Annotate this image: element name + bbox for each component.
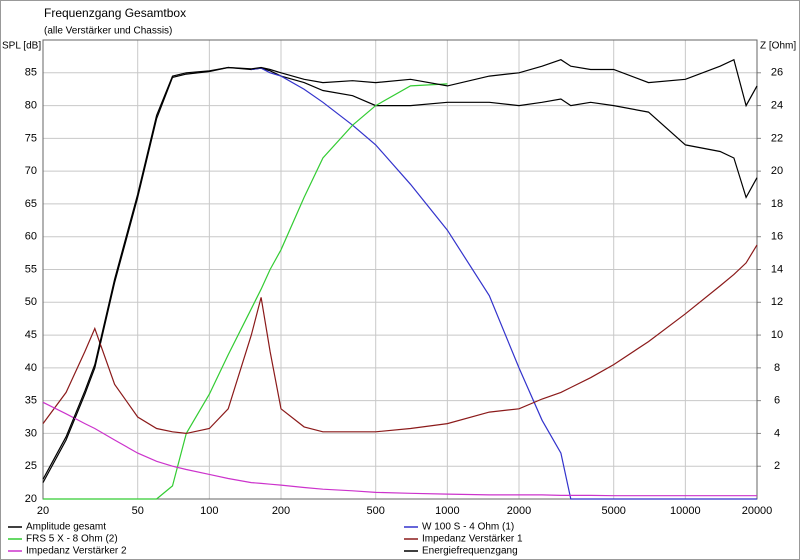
plot-area bbox=[42, 39, 758, 500]
y-tick-label: 30 bbox=[25, 427, 37, 439]
y2-tick-label: 6 bbox=[774, 395, 780, 407]
y-tick-label: 55 bbox=[25, 263, 37, 275]
y-tick-label: 20 bbox=[25, 493, 37, 505]
x-tick-label: 200 bbox=[272, 505, 290, 517]
y2-tick-label: 26 bbox=[771, 67, 783, 79]
y2-tick-label: 24 bbox=[771, 99, 783, 111]
x-tick-label: 10000 bbox=[670, 505, 701, 517]
y-tick-label: 80 bbox=[25, 99, 37, 111]
chart-subtitle: (alle Verstärker und Chassis) bbox=[44, 26, 172, 37]
series-line bbox=[42, 66, 758, 483]
legend-label: Amplitude gesamt bbox=[26, 522, 106, 533]
series-line bbox=[42, 244, 758, 435]
y-tick-label: 70 bbox=[25, 165, 37, 177]
y2-axis-label: Z [Ohm] bbox=[760, 41, 796, 52]
y-tick-label: 45 bbox=[25, 329, 37, 341]
y2-tick-label: 22 bbox=[771, 132, 783, 144]
x-tick-label: 1000 bbox=[435, 505, 459, 517]
y2-tick-label: 12 bbox=[771, 296, 783, 308]
legend-label: FRS 5 X - 8 Ohm (2) bbox=[26, 534, 118, 545]
y-axis-label: SPL [dB] bbox=[2, 41, 41, 52]
y-tick-label: 75 bbox=[25, 132, 37, 144]
legend-label: Impedanz Verstärker 2 bbox=[26, 546, 127, 557]
y2-tick-label: 14 bbox=[771, 263, 783, 275]
x-tick-label: 20 bbox=[37, 505, 49, 517]
legend-label: W 100 S - 4 Ohm (1) bbox=[422, 522, 514, 533]
y2-tick-label: 20 bbox=[771, 165, 783, 177]
series-line bbox=[42, 401, 757, 497]
x-tick-label: 20000 bbox=[742, 505, 773, 517]
y-tick-label: 60 bbox=[25, 231, 37, 243]
x-tick-label: 2000 bbox=[507, 505, 531, 517]
legend-label: Impedanz Verstärker 1 bbox=[422, 534, 523, 545]
x-tick-label: 500 bbox=[367, 505, 385, 517]
y2-tick-label: 4 bbox=[774, 427, 780, 439]
y-tick-label: 50 bbox=[25, 296, 37, 308]
y2-tick-label: 8 bbox=[774, 362, 780, 374]
series-line bbox=[42, 58, 758, 480]
y2-tick-label: 10 bbox=[771, 329, 783, 341]
x-tick-label: 50 bbox=[132, 505, 144, 517]
y-tick-label: 65 bbox=[25, 198, 37, 210]
x-tick-label: 5000 bbox=[601, 505, 625, 517]
x-tick-label: 100 bbox=[200, 505, 218, 517]
y-tick-label: 35 bbox=[25, 395, 37, 407]
y-tick-label: 25 bbox=[25, 460, 37, 472]
chart-title: Frequenzgang Gesamtbox bbox=[44, 6, 186, 20]
series-line bbox=[43, 83, 448, 500]
y2-tick-label: 16 bbox=[771, 231, 783, 243]
y-tick-label: 85 bbox=[25, 67, 37, 79]
y-tick-label: 40 bbox=[25, 362, 37, 374]
series-line bbox=[251, 67, 757, 500]
y2-tick-label: 2 bbox=[774, 460, 780, 472]
y2-tick-label: 18 bbox=[771, 198, 783, 210]
legend-label: Energiefrequenzgang bbox=[422, 546, 518, 557]
